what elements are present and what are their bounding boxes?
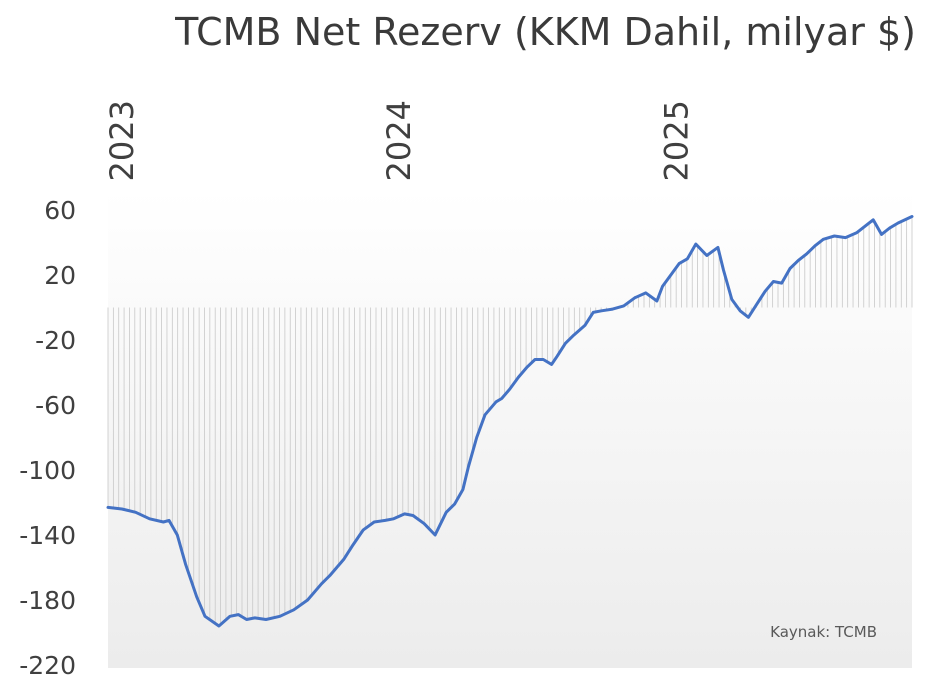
y-tick-label: -100	[19, 456, 76, 485]
x-axis-year-labels: 2023 2024 2025	[103, 100, 695, 181]
y-axis-ticks: 60 20 -20 -60 -100 -140 -180 -220	[19, 196, 76, 680]
net-reserve-line	[106, 215, 914, 628]
x-year-label: 2024	[380, 100, 418, 181]
y-tick-label: -140	[19, 521, 76, 550]
fill-to-zero-hatch	[107, 216, 913, 625]
y-tick-label: -180	[19, 586, 76, 615]
y-tick-label: 20	[44, 261, 76, 290]
x-year-label: 2023	[103, 100, 141, 181]
x-year-label: 2025	[657, 100, 695, 181]
y-tick-label: 60	[44, 196, 76, 225]
source-note: Kaynak: TCMB	[770, 623, 877, 641]
plot-area	[108, 190, 912, 668]
y-tick-label: -20	[35, 326, 76, 355]
y-tick-label: -220	[19, 651, 76, 680]
chart-title: TCMB Net Rezerv (KKM Dahil, milyar $)	[174, 10, 916, 54]
y-tick-label: -60	[35, 391, 76, 420]
